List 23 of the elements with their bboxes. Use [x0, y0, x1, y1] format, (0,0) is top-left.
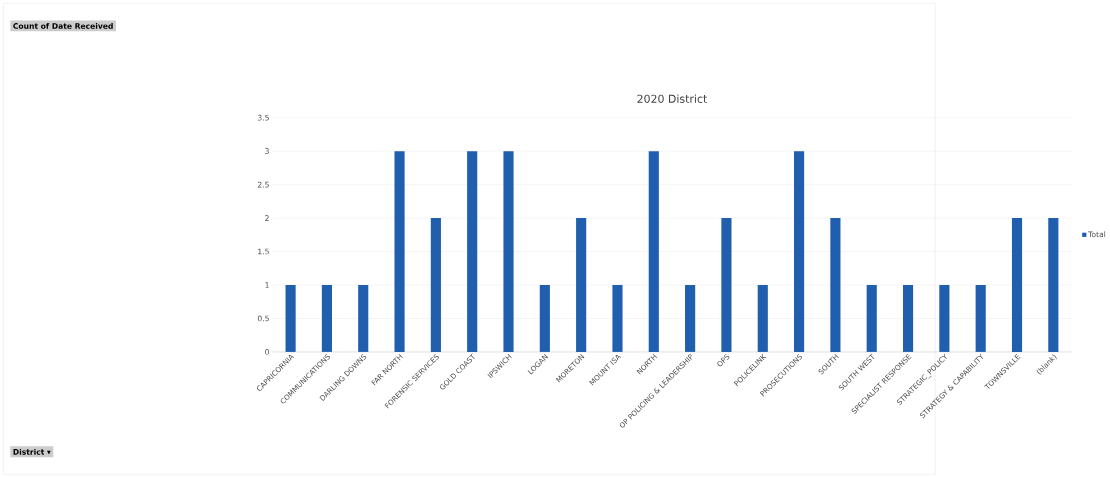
- bar: [321, 285, 332, 353]
- bar: [503, 151, 514, 353]
- bar: [1011, 218, 1023, 353]
- bar: [430, 218, 441, 353]
- bar: [576, 218, 587, 353]
- bar: [1048, 218, 1059, 353]
- bar: [757, 285, 768, 353]
- bar: [830, 218, 841, 353]
- bar: [794, 151, 805, 353]
- bar: [902, 285, 914, 353]
- bar: [394, 151, 405, 353]
- bar: [467, 151, 478, 353]
- bar: [612, 285, 623, 353]
- bar: [721, 218, 732, 353]
- bar: [539, 285, 550, 353]
- bar: [648, 151, 659, 353]
- bar: [285, 285, 296, 353]
- bar: [975, 285, 986, 353]
- bar: [685, 285, 696, 353]
- bar: [358, 285, 369, 353]
- bar: [866, 285, 877, 353]
- chart-title: 2020 District: [637, 94, 708, 104]
- bar: [939, 285, 950, 353]
